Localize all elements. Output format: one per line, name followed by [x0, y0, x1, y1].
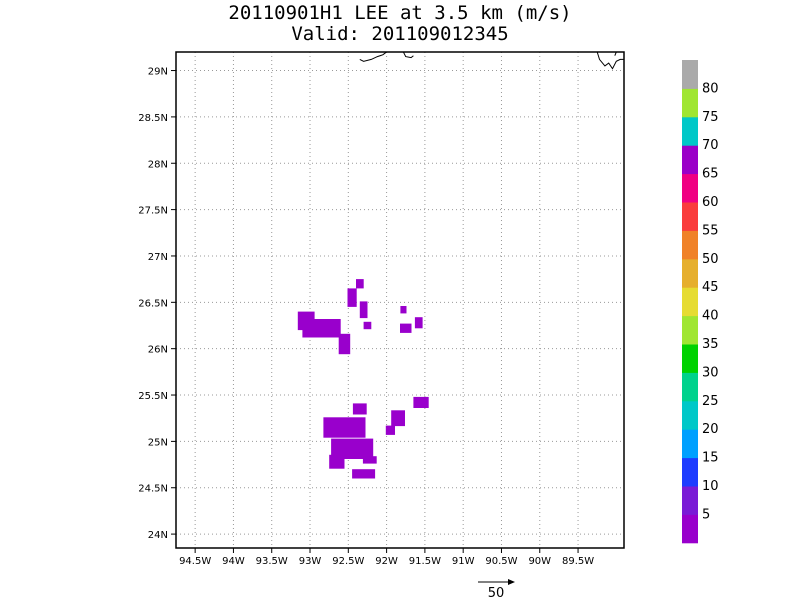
- wind-speed-patch: [359, 301, 368, 319]
- colorbar-label: 35: [702, 337, 719, 352]
- wind-speed-patch: [347, 288, 357, 307]
- y-tick-label: 24.5N: [138, 484, 168, 495]
- x-tick-label: 94W: [222, 556, 245, 567]
- colorbar-swatch: [682, 258, 698, 288]
- wind-speed-patch: [400, 323, 412, 333]
- map-title: 20110901H1 LEE at 3.5 km (m/s): [228, 2, 572, 24]
- y-tick-label: 28N: [148, 159, 168, 170]
- colorbar-label: 5: [702, 507, 710, 522]
- y-tick-label: 24N: [148, 530, 168, 541]
- colorbar-swatch: [682, 145, 698, 175]
- colorbar-swatch: [682, 344, 698, 373]
- x-tick-label: 91W: [452, 556, 475, 567]
- x-axis: 94.5W 94W 93.5W 93W 92.5W 92W 91.5W 91W 90.5W 90W…: [179, 548, 594, 567]
- colorbar-swatch: [682, 400, 698, 430]
- wind-speed-patch: [391, 410, 405, 427]
- wind-speed-patch: [331, 438, 374, 459]
- colorbar-swatch: [682, 287, 698, 317]
- colorbar-swatch: [682, 230, 698, 260]
- map-grid: [176, 52, 624, 548]
- colorbar-label: 20: [702, 422, 719, 437]
- coastline: [359, 52, 624, 70]
- colorbar-label: 75: [702, 110, 719, 125]
- colorbar-label: 70: [702, 138, 719, 153]
- y-tick-label: 26N: [148, 345, 168, 356]
- x-tick-label: 90W: [528, 556, 551, 567]
- y-axis: 24N 24.5N 25N 25.5N 26N 26.5N 27N 27.5N 28N 28.5N…: [138, 67, 176, 541]
- coastline-segment: [402, 52, 414, 59]
- wind-speed-patch: [352, 403, 367, 415]
- colorbar-label: 60: [702, 195, 719, 210]
- colorbar-label: 65: [702, 167, 719, 182]
- wind-speed-patch: [400, 306, 407, 314]
- wind-speed-patch: [363, 321, 372, 330]
- map-subtitle: Valid: 201109012345: [291, 23, 509, 45]
- wind-speed-patch: [414, 317, 423, 329]
- colorbar-swatch: [682, 173, 698, 203]
- x-tick-label: 93.5W: [256, 556, 288, 567]
- wind-speed-patch: [302, 319, 341, 338]
- wind-speed-patch: [323, 417, 366, 438]
- colorbar-label: 55: [702, 223, 719, 238]
- wind-speed-patch: [352, 469, 376, 479]
- colorbar-swatch: [682, 202, 698, 231]
- colorbar-label: 15: [702, 451, 719, 466]
- colorbar-label: 30: [702, 365, 719, 380]
- reference-vector-label: 50: [488, 586, 505, 600]
- colorbar-label: 45: [702, 280, 719, 295]
- colorbar-label: 50: [702, 252, 719, 267]
- colorbar-swatch: [682, 514, 698, 544]
- wind-speed-patch: [329, 454, 345, 469]
- x-tick-label: 90.5W: [485, 556, 517, 567]
- wind-speed-patch: [413, 396, 429, 408]
- wind-speed-patch: [385, 425, 395, 435]
- colorbar-swatch: [682, 315, 698, 345]
- wind-speed-patch: [338, 333, 351, 355]
- x-tick-label: 92W: [375, 556, 398, 567]
- x-tick-label: 91.5W: [409, 556, 441, 567]
- coastline-segment: [359, 52, 387, 62]
- y-tick-label: 27N: [148, 252, 168, 263]
- colorbar-swatch: [682, 116, 698, 146]
- x-tick-label: 93W: [299, 556, 322, 567]
- x-tick-label: 94.5W: [179, 556, 211, 567]
- colorbar-label: 80: [702, 81, 719, 96]
- y-tick-label: 25N: [148, 437, 168, 448]
- colorbar-label: 25: [702, 394, 719, 409]
- colorbar-swatch: [682, 372, 698, 402]
- y-tick-label: 27.5N: [138, 206, 168, 217]
- colorbar-swatch: [682, 457, 698, 487]
- y-tick-label: 26.5N: [138, 298, 168, 309]
- colorbar-swatch: [682, 486, 698, 515]
- y-tick-label: 28.5N: [138, 113, 168, 124]
- colorbar-swatch: [682, 429, 698, 459]
- coastline-segment: [596, 52, 624, 70]
- wind-speed-patch: [356, 279, 364, 289]
- colorbar-swatch: [682, 88, 698, 118]
- x-tick-label: 92.5W: [332, 556, 364, 567]
- colorbar-label: 40: [702, 309, 719, 324]
- wind-speed-patch: [362, 456, 377, 464]
- y-tick-label: 29N: [148, 67, 168, 78]
- colorbar-label: 10: [702, 479, 719, 494]
- colorbar: 5 10 15 20 25 30 35 40 45 50 55 60 65 70 75 80: [682, 60, 719, 544]
- plot-frame: [175, 51, 625, 549]
- x-tick-label: 89.5W: [562, 556, 594, 567]
- reference-vector: 50: [478, 579, 515, 600]
- wind-speed-field: [297, 279, 429, 479]
- colorbar-swatch: [682, 60, 698, 89]
- y-tick-label: 25.5N: [138, 391, 168, 402]
